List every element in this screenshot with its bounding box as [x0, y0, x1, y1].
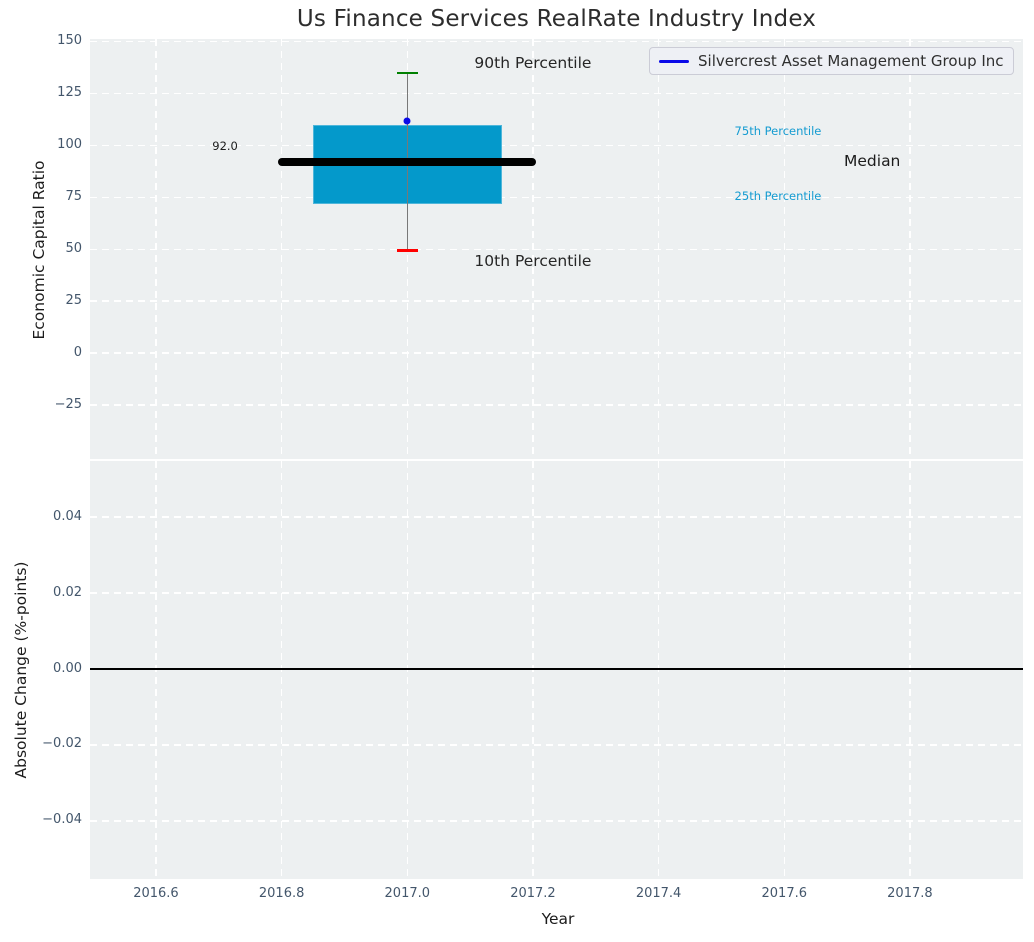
- y-gridline: [90, 92, 1023, 95]
- y-tick-label: 50: [65, 240, 82, 256]
- y-gridline: [90, 352, 1023, 354]
- y-tick-label: 75: [65, 188, 82, 204]
- y-tick-label: 0: [73, 344, 82, 360]
- y-tick-label: 0.00: [53, 660, 82, 676]
- y-gridline: [90, 40, 1023, 43]
- x-tick-label: 2016.8: [258, 886, 305, 901]
- y-gridline: [90, 744, 1023, 746]
- bottom-axes-absolute-change: [90, 461, 1023, 879]
- y-gridline: [90, 516, 1023, 518]
- y-tick-label: −0.04: [42, 812, 82, 828]
- x-gridline: [532, 461, 534, 879]
- median-line: [278, 158, 537, 166]
- y-gridline: [90, 404, 1023, 406]
- x-tick-label: 2017.6: [761, 886, 808, 901]
- chart-title: Us Finance Services RealRate Industry In…: [296, 6, 817, 32]
- x-tick-label: 2017.4: [635, 886, 682, 901]
- y-gridline: [90, 196, 1023, 199]
- y-tick-label: 150: [57, 33, 82, 49]
- x-axis-label: Year: [541, 910, 575, 928]
- annotation-75th-percentile: 75th Percentile: [734, 123, 822, 138]
- y-tick-label: −25: [54, 396, 82, 412]
- legend-label: Silvercrest Asset Management Group Inc: [698, 52, 1004, 70]
- y-tick-label: −0.02: [42, 736, 82, 752]
- y-gridline: [90, 592, 1023, 594]
- x-gridline: [783, 461, 785, 879]
- company-marker: [403, 117, 411, 125]
- y-tick-label: 0.04: [53, 508, 82, 524]
- top-axes-economic-capital-ratio: 90th Percentile 75th Percentile Median 25th…: [90, 39, 1023, 459]
- y-gridline: [90, 300, 1023, 302]
- whisker-cap-10th: [396, 249, 418, 252]
- y-tick-label: 25: [65, 292, 82, 308]
- legend-line-sample: [659, 59, 689, 63]
- y-tick-label: 125: [57, 85, 82, 101]
- y-gridline: [90, 144, 1023, 147]
- x-tick-label: 2016.6: [133, 886, 179, 901]
- x-gridline: [280, 461, 283, 879]
- zero-line: [90, 668, 1023, 670]
- y-gridline: [90, 820, 1023, 822]
- y-tick-label: 100: [57, 137, 82, 152]
- x-gridline: [657, 461, 660, 879]
- annotation-25th-percentile: 25th Percentile: [734, 189, 822, 204]
- annotation-median: Median: [844, 152, 901, 171]
- annotation-10th-percentile: 10th Percentile: [474, 251, 592, 270]
- x-gridline: [155, 461, 157, 879]
- annotation-90th-percentile: 90th Percentile: [474, 54, 592, 73]
- x-tick-label: 2017.2: [510, 886, 556, 901]
- annotation-92-0: 92.0: [212, 138, 238, 153]
- y-gridline: [90, 248, 1023, 251]
- x-gridline: [406, 461, 409, 879]
- x-gridline: [909, 461, 911, 879]
- y-tick-label: 0.02: [53, 584, 82, 600]
- x-tick-label: 2017.8: [887, 886, 933, 901]
- legend: Silvercrest Asset Management Group Inc: [649, 47, 1014, 75]
- whisker-cap-90th: [396, 71, 418, 75]
- x-tick-label: 2017.0: [384, 886, 431, 901]
